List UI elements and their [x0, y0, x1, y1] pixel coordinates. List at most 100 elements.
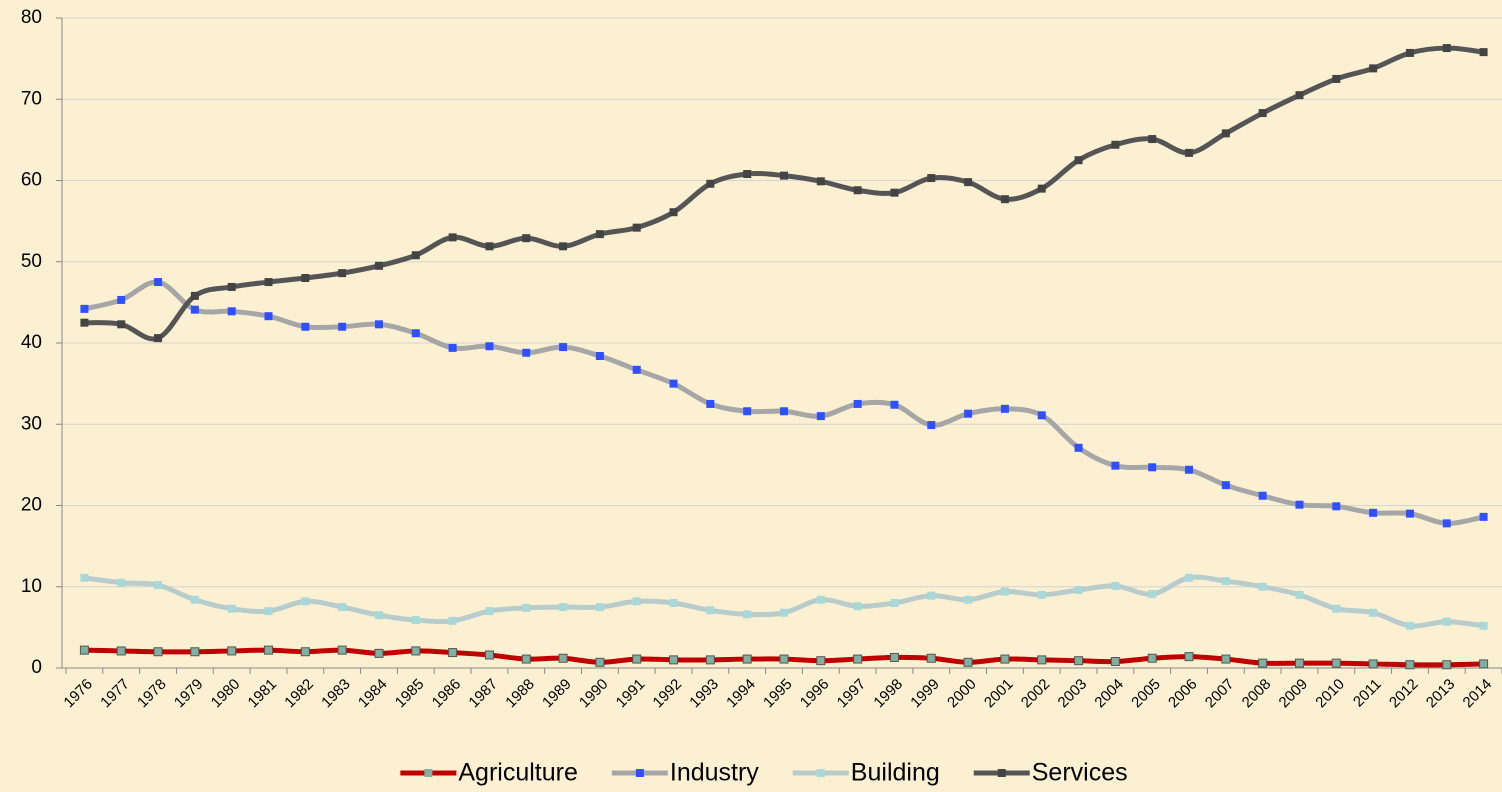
marker	[890, 188, 899, 197]
marker	[1111, 140, 1120, 149]
x-tick-label: 1997	[834, 676, 870, 712]
marker	[1037, 590, 1046, 599]
x-tick-label: 2011	[1350, 676, 1385, 711]
x-tick-label: 1976	[60, 676, 96, 712]
marker	[1405, 621, 1414, 630]
series-line	[84, 574, 1484, 629]
marker	[411, 251, 420, 260]
marker	[669, 208, 678, 217]
marker	[1221, 577, 1230, 586]
marker	[816, 412, 825, 421]
y-tick-label: 50	[21, 251, 42, 272]
marker	[374, 611, 383, 620]
marker	[190, 305, 199, 314]
marker	[706, 399, 715, 408]
marker	[338, 603, 347, 612]
x-tick-label: 1987	[465, 676, 501, 712]
marker	[1479, 659, 1489, 669]
x-tick-label: 2014	[1460, 676, 1496, 712]
marker	[889, 652, 899, 662]
x-tick-label: 1977	[97, 676, 133, 712]
marker	[964, 178, 973, 187]
y-tick-label: 20	[21, 495, 42, 516]
legend-marker	[997, 769, 1006, 777]
marker	[1037, 184, 1046, 193]
marker	[1331, 658, 1341, 668]
marker	[80, 573, 89, 582]
marker	[116, 646, 126, 656]
x-tick-label: 1991	[613, 676, 649, 712]
y-tick-label: 10	[21, 576, 42, 597]
marker	[1332, 502, 1341, 511]
marker	[521, 654, 531, 664]
marker	[1332, 74, 1341, 83]
marker	[780, 171, 788, 180]
x-tick-label: 1986	[429, 676, 465, 712]
x-tick-label: 2009	[1276, 676, 1312, 712]
marker	[154, 278, 163, 287]
marker	[1258, 491, 1267, 500]
marker	[117, 295, 126, 304]
marker	[1185, 573, 1194, 582]
legend-label: Services	[1032, 759, 1128, 787]
marker	[1405, 660, 1415, 670]
marker	[853, 654, 863, 664]
y-tick-label: 0	[31, 657, 42, 678]
marker	[1479, 621, 1488, 630]
marker	[595, 230, 604, 239]
marker	[411, 616, 420, 625]
legend-label: Agriculture	[458, 759, 578, 787]
marker	[926, 653, 936, 663]
marker	[1369, 64, 1378, 73]
x-tick-label: 1981	[245, 676, 281, 712]
marker	[1295, 590, 1304, 599]
marker	[632, 597, 641, 606]
marker	[1258, 109, 1267, 118]
marker	[1185, 148, 1194, 157]
marker	[595, 352, 604, 360]
x-tick-label: 2001	[981, 676, 1017, 712]
marker	[1332, 604, 1341, 613]
marker	[1369, 508, 1378, 517]
marker	[448, 616, 457, 625]
marker	[816, 595, 825, 604]
marker	[227, 646, 237, 656]
marker	[337, 645, 347, 655]
legend-marker	[424, 769, 433, 777]
marker	[80, 318, 89, 327]
marker	[1074, 656, 1084, 666]
marker	[1295, 91, 1304, 100]
marker	[80, 304, 89, 313]
marker	[264, 645, 274, 655]
marker	[522, 234, 531, 243]
x-tick-label: 1985	[392, 676, 428, 712]
y-tick-label: 40	[21, 332, 42, 353]
x-tick-label: 1989	[539, 676, 575, 712]
marker	[558, 653, 568, 663]
marker	[743, 610, 752, 619]
marker	[301, 597, 310, 606]
marker	[190, 647, 200, 657]
marker	[117, 578, 126, 587]
marker	[79, 645, 89, 655]
x-tick-label: 2004	[1091, 676, 1127, 712]
x-tick-label: 1980	[208, 676, 244, 712]
marker	[890, 400, 899, 409]
marker	[706, 179, 715, 188]
x-tick-label: 1995	[760, 676, 796, 712]
y-tick-label: 70	[21, 88, 42, 109]
marker	[264, 312, 273, 321]
marker	[816, 177, 825, 186]
marker	[1442, 617, 1451, 626]
x-tick-label: 2013	[1423, 676, 1459, 712]
marker	[338, 269, 347, 278]
marker	[1148, 590, 1157, 599]
marker	[1074, 443, 1083, 452]
marker	[1369, 608, 1378, 617]
marker	[301, 274, 310, 282]
marker	[374, 320, 383, 329]
marker	[780, 407, 788, 416]
marker	[1405, 48, 1414, 57]
marker	[1000, 654, 1010, 664]
x-tick-label: 1979	[171, 676, 207, 712]
